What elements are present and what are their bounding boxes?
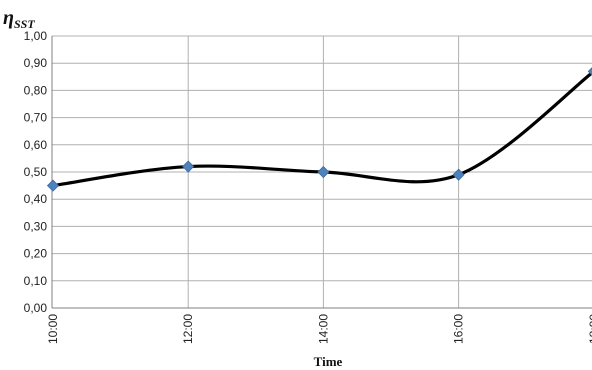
- x-tick-label: 10:00: [46, 314, 60, 344]
- x-tick-label: 16:00: [452, 314, 466, 344]
- x-tick-label: 14:00: [316, 314, 330, 344]
- y-tick-label: 0,90: [24, 56, 48, 70]
- y-axis-title-main: η: [3, 7, 14, 29]
- data-point: [46, 179, 60, 192]
- data-point: [452, 168, 465, 181]
- y-tick-label: 1,00: [24, 29, 48, 43]
- y-tick-label: 0,20: [24, 247, 48, 261]
- y-axis-title: ηSST: [3, 7, 35, 31]
- y-tick-labels: 0,00 0,10 0,20 0,30 0,40 0,50 0,60 0,70 0,80 0,90…: [24, 29, 48, 315]
- x-tick-label: 12:00: [181, 314, 195, 344]
- y-axis-title-sub: SST: [14, 17, 35, 31]
- data-point: [587, 67, 592, 76]
- x-axis-title: Time: [314, 354, 343, 369]
- y-tick-label: 0,10: [24, 274, 48, 288]
- x-tick-labels: 10:00 12:00 14:00 16:00 18:00: [46, 314, 592, 344]
- y-tick-label: 0,30: [24, 219, 48, 233]
- y-tick-label: 0,40: [24, 192, 48, 206]
- y-tick-label: 0,00: [24, 301, 48, 315]
- axes: [51, 36, 592, 309]
- markers: [46, 67, 592, 192]
- y-tick-label: 0,60: [24, 138, 48, 152]
- y-tick-label: 0,50: [24, 165, 48, 179]
- data-point: [317, 165, 330, 179]
- x-tick-label: 18:00: [587, 314, 592, 344]
- y-tick-label: 0,80: [24, 83, 48, 97]
- data-point: [182, 160, 195, 173]
- y-tick-label: 0,70: [24, 111, 48, 125]
